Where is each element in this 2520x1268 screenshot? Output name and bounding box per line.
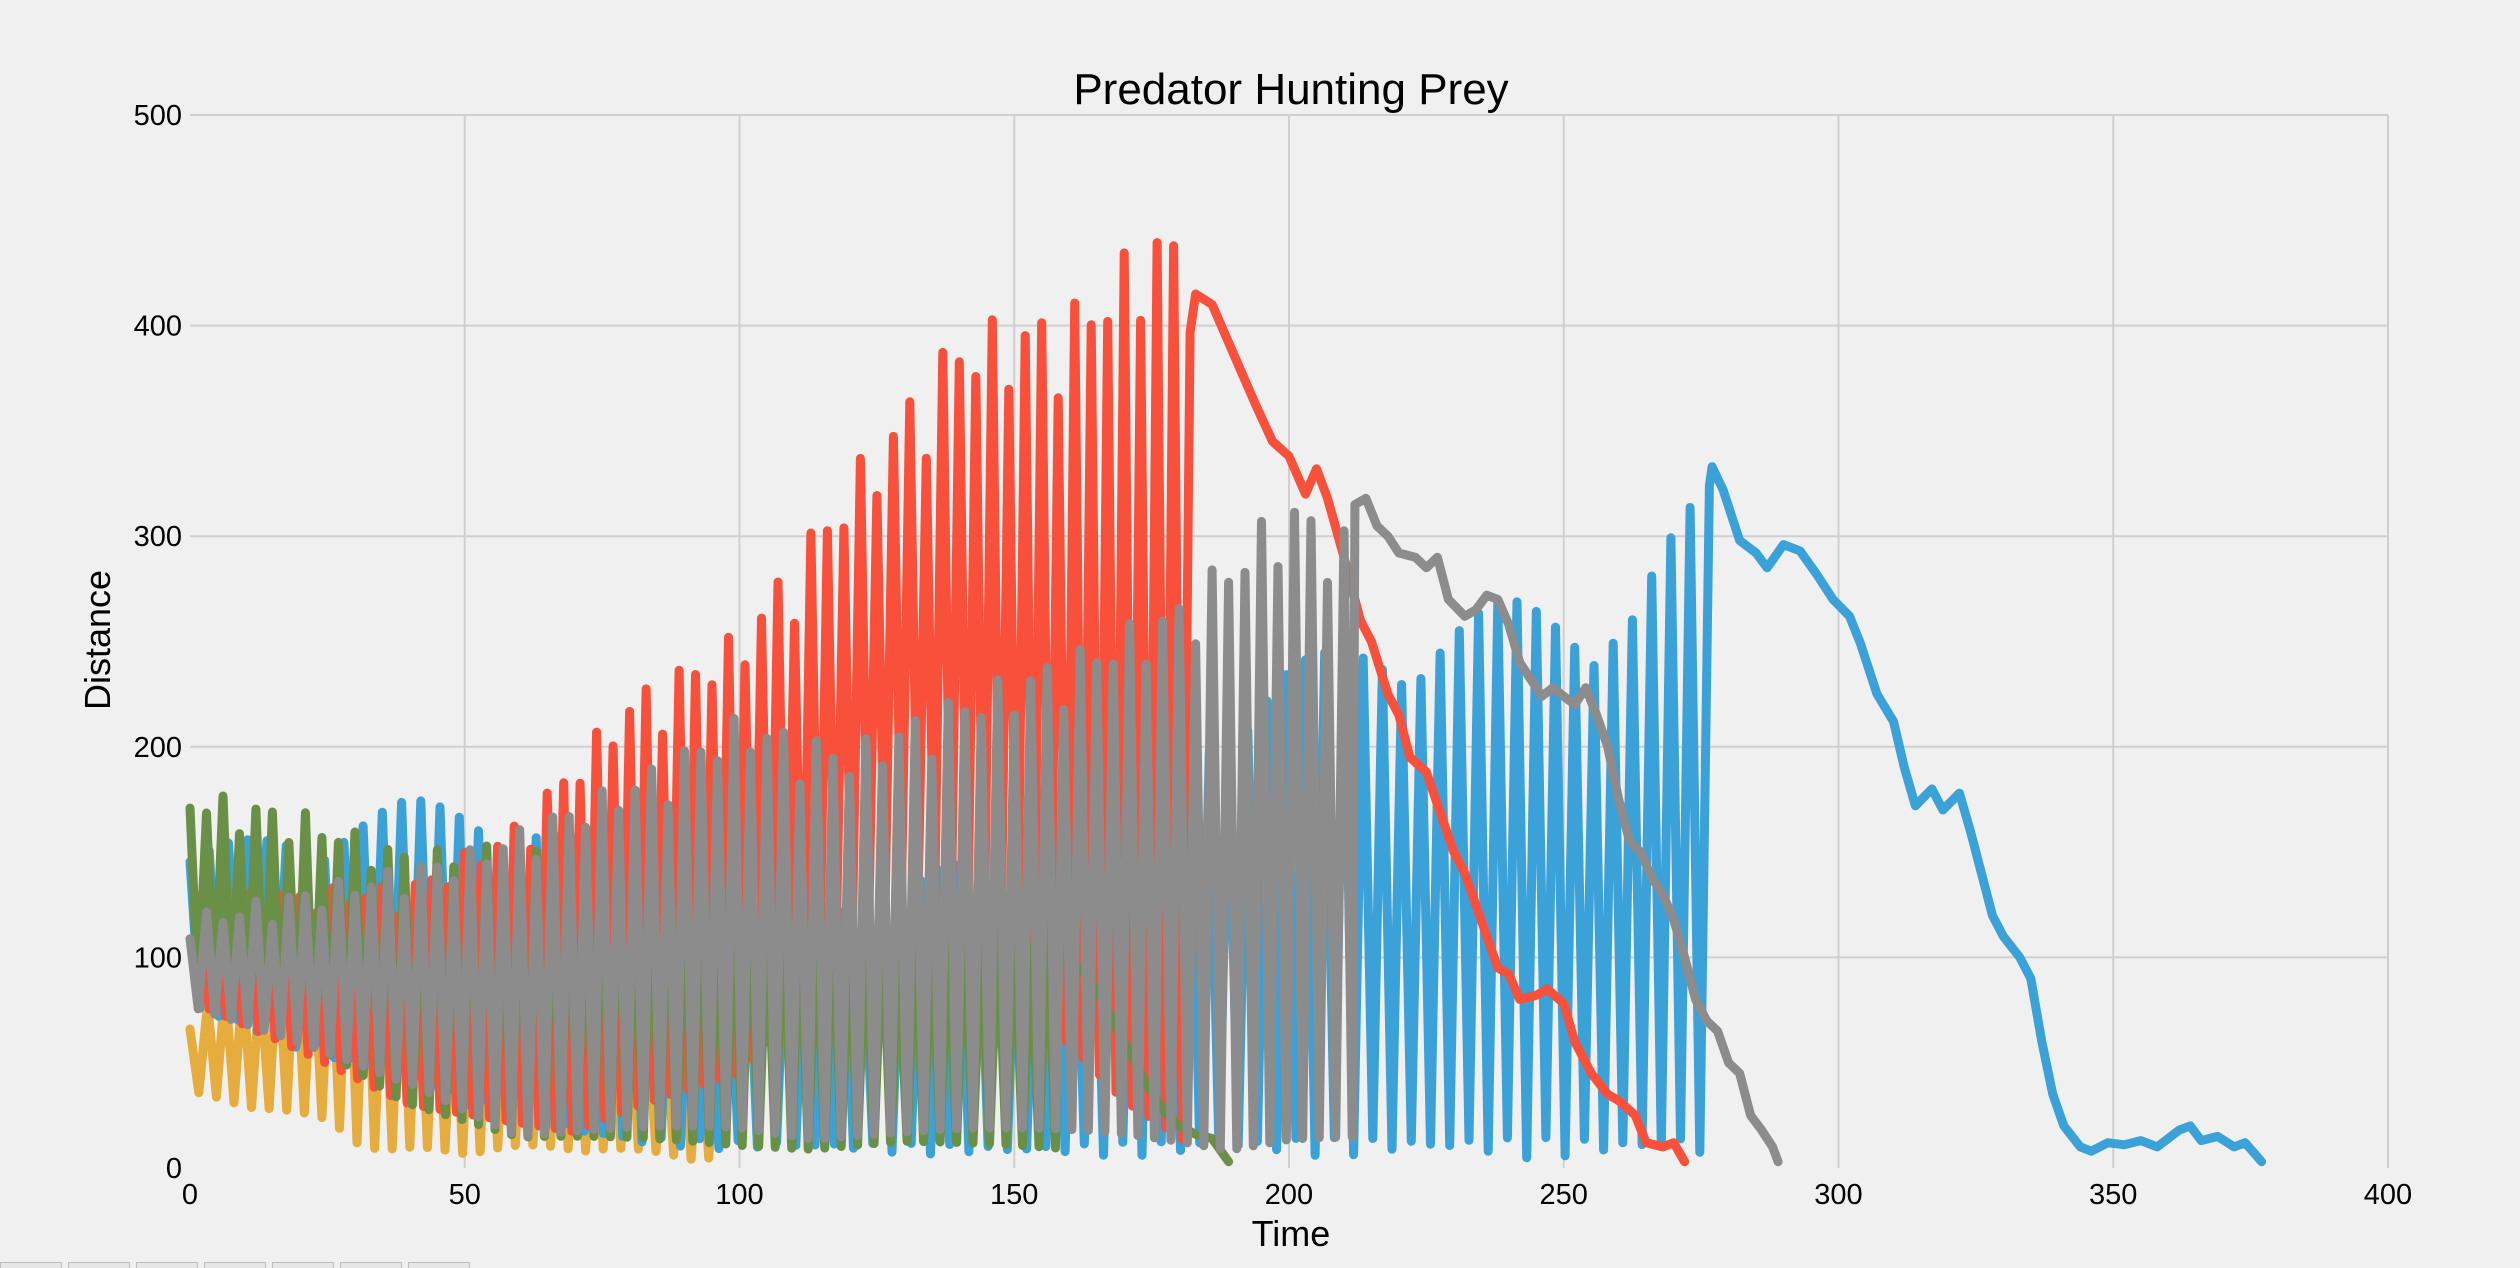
x-tick-label: 400 [2364,1179,2412,1211]
x-tick-label: 300 [1814,1179,1862,1211]
series-line-5 [185,493,1783,1167]
x-tick-label: 100 [715,1179,763,1211]
bottom-tab[interactable] [68,1262,130,1268]
x-tick-label: 250 [1540,1179,1588,1211]
x-tick-labels: 0 50 100 150 200 250 300 350 400 [182,1179,2412,1211]
bottom-tab[interactable] [0,1262,62,1268]
series-layer [185,238,2267,1167]
bottom-tab[interactable] [204,1262,266,1268]
bottom-tab[interactable] [340,1262,402,1268]
y-tick-label: 300 [134,521,182,553]
y-tick-labels: 0 100 200 300 400 500 [134,100,182,1185]
x-tick-label: 200 [1265,1179,1313,1211]
bottom-tab[interactable] [272,1262,334,1268]
x-axis-title: Time [1252,1213,1331,1254]
x-tick-label: 350 [2089,1179,2137,1211]
bottom-tab[interactable] [408,1262,470,1268]
x-tick-label: 150 [990,1179,1038,1211]
chart-title: Predator Hunting Prey [1073,65,1508,114]
y-tick-label: 500 [134,100,182,132]
bottom-tab-strip [0,1262,476,1268]
y-tick-label: 0 [166,1153,182,1185]
y-tick-label: 400 [134,311,182,343]
x-tick-label: 50 [449,1179,481,1211]
y-tick-label: 100 [134,942,182,974]
bottom-tab[interactable] [136,1262,198,1268]
x-tick-label: 0 [182,1179,198,1211]
y-tick-label: 200 [134,732,182,764]
y-axis-title: Distance [77,570,118,710]
